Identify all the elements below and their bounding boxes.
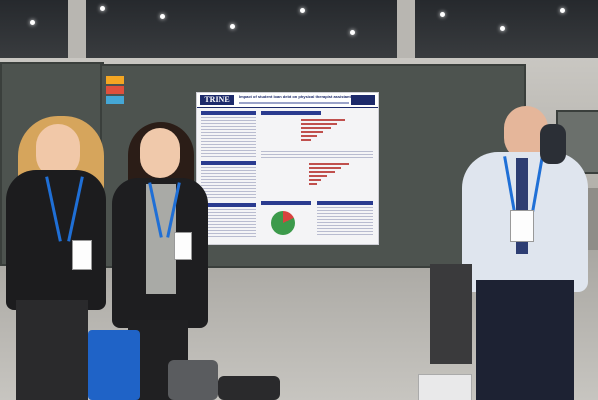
poster-section-heading <box>201 111 256 115</box>
poster-chart-bar <box>301 131 323 133</box>
poster-chart-bar <box>301 135 317 137</box>
sticker <box>106 76 124 84</box>
poster-text-block <box>317 207 373 237</box>
floor-bag <box>218 376 280 400</box>
poster-chart-bar <box>309 183 317 185</box>
poster-section-heading <box>261 201 311 205</box>
poster-section-heading <box>201 161 256 165</box>
poster-chart-bar <box>309 171 335 173</box>
poster-chart-bar <box>301 123 337 125</box>
poster-text-block <box>261 151 373 159</box>
research-poster: TRINE Impact of student loan debt on phy… <box>196 92 379 245</box>
poster-section-heading <box>201 203 256 207</box>
poster-chart-bar <box>309 163 349 165</box>
poster-chart-bar <box>301 119 345 121</box>
poster-chart-bar <box>309 179 321 181</box>
ceiling-light <box>300 8 305 13</box>
ceiling-light <box>350 30 355 35</box>
poster-chart-bar <box>309 175 327 177</box>
poster-text-block <box>201 167 256 199</box>
poster-header: TRINE Impact of student loan debt on phy… <box>197 93 378 108</box>
ceiling <box>0 0 598 62</box>
blue-bag <box>88 330 140 400</box>
poster-chart-bar <box>309 167 341 169</box>
poster-pie-chart <box>271 211 295 235</box>
poster-text-block <box>201 117 256 157</box>
poster-logo: TRINE <box>200 95 234 105</box>
ceiling-light <box>560 8 565 13</box>
sticker <box>106 96 124 104</box>
floor-bag <box>168 360 218 400</box>
pillar <box>68 0 86 64</box>
pillar <box>397 0 415 64</box>
ceiling-light <box>230 24 235 29</box>
ceiling-light <box>30 20 35 25</box>
poster-section-heading <box>261 111 321 115</box>
poster-section-heading <box>317 201 373 205</box>
background-person <box>540 124 566 164</box>
ceiling-light <box>500 26 505 31</box>
poster-chart-bar <box>301 127 331 129</box>
sticker <box>106 86 124 94</box>
ceiling-light <box>100 6 105 11</box>
poster-chart-bar <box>301 139 311 141</box>
background-person-legs <box>430 264 472 364</box>
ceiling-light <box>160 14 165 19</box>
poster-authors <box>239 102 349 104</box>
floor-box <box>418 374 472 400</box>
poster-title: Impact of student loan debt on physical … <box>239 94 354 99</box>
poster-logo-right <box>351 95 375 105</box>
poster-text-block <box>201 209 256 239</box>
ceiling-light <box>440 12 445 17</box>
